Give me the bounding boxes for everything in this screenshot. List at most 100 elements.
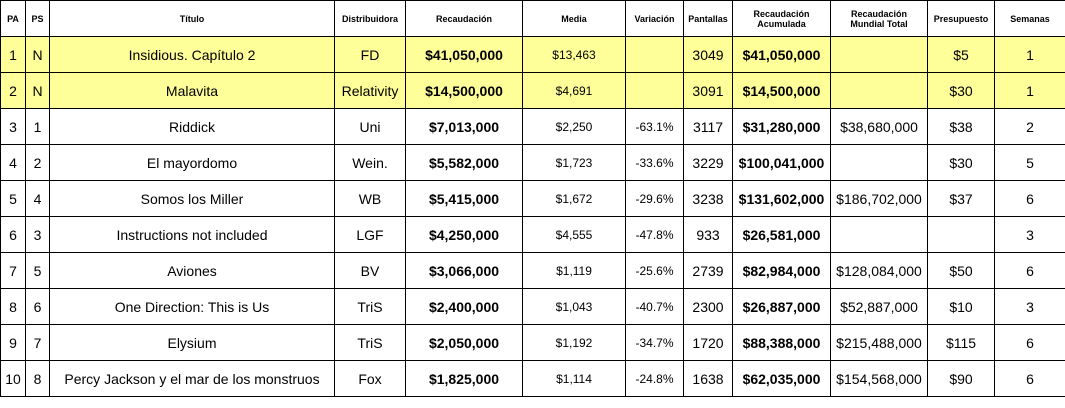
cell-title: Malavita (49, 72, 335, 109)
cell-worldwide: $215,488,000 (830, 324, 928, 361)
header-screens: Pantallas (683, 0, 733, 37)
cell-worldwide: $186,702,000 (830, 180, 928, 217)
table-row: 3 1 Riddick Uni $7,013,000 $2,250 -63.1% 3117 $3… (0, 108, 1065, 145)
header-gross: Recaudación (405, 0, 523, 37)
header-ps: PS (25, 0, 50, 37)
cell-pa: 6 (0, 216, 26, 253)
cell-gross: $5,582,000 (405, 144, 523, 181)
cell-ps: 1 (25, 108, 50, 145)
cell-ps: 8 (25, 360, 50, 397)
cell-pa: 7 (0, 252, 26, 289)
cell-cumulative: $131,602,000 (732, 180, 831, 217)
cell-average: $4,691 (522, 72, 626, 109)
cell-title: Elysium (49, 324, 335, 361)
box-office-table: PA PS Título Distribuidora Recaudación M… (0, 0, 1065, 397)
cell-weeks: 6 (994, 360, 1065, 397)
cell-gross: $1,825,000 (405, 360, 523, 397)
header-title: Título (49, 0, 335, 37)
cell-gross: $14,500,000 (405, 72, 523, 109)
cell-pa: 9 (0, 324, 26, 361)
table-row: 9 7 Elysium TriS $2,050,000 $1,192 -34.7% 1720 $… (0, 324, 1065, 361)
header-weeks: Semanas (994, 0, 1065, 37)
cell-screens: 2739 (683, 252, 733, 289)
cell-cumulative: $100,041,000 (732, 144, 831, 181)
cell-title: Percy Jackson y el mar de los monstruos (49, 360, 335, 397)
cell-change: -63.1% (625, 108, 684, 145)
cell-distributor: Wein. (334, 144, 406, 181)
cell-weeks: 6 (994, 324, 1065, 361)
table-row: 8 6 One Direction: This is Us TriS $2,400,00… (0, 288, 1065, 325)
cell-title: Somos los Miller (49, 180, 335, 217)
cell-gross: $2,400,000 (405, 288, 523, 325)
cell-weeks: 1 (994, 72, 1065, 109)
cell-cumulative: $82,984,000 (732, 252, 831, 289)
cell-cumulative: $31,280,000 (732, 108, 831, 145)
cell-gross: $5,415,000 (405, 180, 523, 217)
cell-change: -25.6% (625, 252, 684, 289)
cell-worldwide (830, 216, 928, 253)
cell-screens: 3091 (683, 72, 733, 109)
cell-ps: 2 (25, 144, 50, 181)
cell-budget: $90 (927, 360, 995, 397)
header-row: PA PS Título Distribuidora Recaudación M… (0, 0, 1065, 37)
cell-worldwide: $52,887,000 (830, 288, 928, 325)
table-row: 5 4 Somos los Miller WB $5,415,000 $1,672 -29.… (0, 180, 1065, 217)
cell-cumulative: $26,887,000 (732, 288, 831, 325)
cell-worldwide: $128,084,000 (830, 252, 928, 289)
cell-screens: 3049 (683, 36, 733, 73)
cell-change: -24.8% (625, 360, 684, 397)
cell-screens: 933 (683, 216, 733, 253)
cell-distributor: BV (334, 252, 406, 289)
cell-average: $1,723 (522, 144, 626, 181)
cell-change: -33.6% (625, 144, 684, 181)
cell-screens: 3229 (683, 144, 733, 181)
cell-budget: $37 (927, 180, 995, 217)
cell-ps: 4 (25, 180, 50, 217)
cell-change (625, 36, 684, 73)
cell-title: Riddick (49, 108, 335, 145)
header-budget: Presupuesto (927, 0, 995, 37)
cell-distributor: TriS (334, 288, 406, 325)
cell-weeks: 1 (994, 36, 1065, 73)
cell-average: $1,672 (522, 180, 626, 217)
cell-budget: $38 (927, 108, 995, 145)
table-row: 2 N Malavita Relativity $14,500,000 $4,691 309… (0, 72, 1065, 109)
cell-budget: $5 (927, 36, 995, 73)
header-distributor: Distribuidora (334, 0, 406, 37)
cell-weeks: 6 (994, 180, 1065, 217)
cell-pa: 10 (0, 360, 26, 397)
cell-ps: 5 (25, 252, 50, 289)
cell-distributor: Fox (334, 360, 406, 397)
cell-average: $1,114 (522, 360, 626, 397)
cell-pa: 3 (0, 108, 26, 145)
cell-screens: 3117 (683, 108, 733, 145)
cell-change: -47.8% (625, 216, 684, 253)
cell-ps: 3 (25, 216, 50, 253)
cell-change: -29.6% (625, 180, 684, 217)
header-average: Media (522, 0, 626, 37)
cell-worldwide: $38,680,000 (830, 108, 928, 145)
cell-screens: 3238 (683, 180, 733, 217)
cell-change (625, 72, 684, 109)
cell-screens: 1638 (683, 360, 733, 397)
cell-cumulative: $62,035,000 (732, 360, 831, 397)
cell-weeks: 5 (994, 144, 1065, 181)
cell-distributor: Relativity (334, 72, 406, 109)
table-row: 6 3 Instructions not included LGF $4,250,000… (0, 216, 1065, 253)
table-row: 4 2 El mayordomo Wein. $5,582,000 $1,723 -33.6… (0, 144, 1065, 181)
cell-budget: $30 (927, 72, 995, 109)
cell-pa: 1 (0, 36, 26, 73)
cell-weeks: 3 (994, 216, 1065, 253)
cell-ps: N (25, 36, 50, 73)
cell-cumulative: $88,388,000 (732, 324, 831, 361)
cell-distributor: Uni (334, 108, 406, 145)
cell-budget: $30 (927, 144, 995, 181)
cell-budget: $50 (927, 252, 995, 289)
cell-average: $2,250 (522, 108, 626, 145)
cell-gross: $3,066,000 (405, 252, 523, 289)
cell-pa: 5 (0, 180, 26, 217)
cell-ps: N (25, 72, 50, 109)
cell-weeks: 3 (994, 288, 1065, 325)
cell-distributor: LGF (334, 216, 406, 253)
header-worldwide: Recaudación Mundial Total (830, 0, 928, 37)
